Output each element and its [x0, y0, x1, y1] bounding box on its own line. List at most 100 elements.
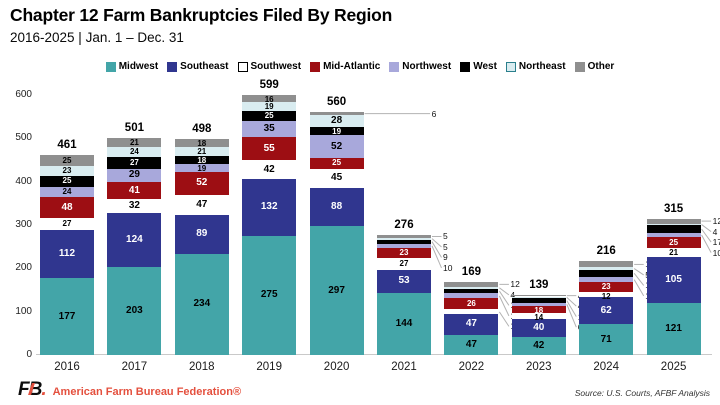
bar-segment-northeast	[377, 237, 431, 240]
leader-line	[633, 279, 645, 297]
segment-value-label: 53	[398, 275, 410, 287]
segment-leader-label: 5	[443, 241, 448, 252]
segment-value-label: 21	[669, 247, 679, 257]
bar-total-label: 216	[596, 245, 616, 258]
legend-swatch-icon	[460, 61, 471, 72]
segment-value-label: 25	[332, 158, 342, 168]
chart-area: 0 100 200 300 400 500 600 177 112 27 48 24 25 23 25 46…	[0, 79, 720, 395]
legend-swatch-icon	[574, 61, 585, 72]
segment-value-label: 48	[61, 201, 73, 213]
bar-segment-west: 19	[309, 127, 364, 137]
afbf-logo-mark: FB.	[18, 379, 47, 400]
bar-segment-southwest: 14	[511, 313, 566, 323]
segment-value-label: 29	[128, 169, 140, 181]
leader-line	[498, 295, 510, 317]
bar-segment-northwest: 19	[174, 163, 229, 173]
bar-segment-southwest: 27	[40, 218, 94, 230]
bar-segment-midwest: 275	[242, 235, 297, 355]
bar-segment-southeast: 47	[444, 314, 499, 335]
leader-line	[431, 241, 442, 258]
legend-item-southwest: Southwest	[237, 61, 301, 72]
bar-segment-northwest: 35	[242, 121, 297, 137]
bar-segment-northwest	[579, 277, 634, 283]
y-tick-label: 400	[15, 175, 32, 187]
leader-lines	[364, 113, 712, 328]
bar-segment-northwest: 29	[107, 169, 162, 182]
x-axis-label: 2020	[323, 361, 350, 373]
bar-total-label: 169	[461, 265, 481, 278]
x-axis-label: 2025	[660, 361, 687, 373]
legend-swatch-icon	[105, 61, 116, 72]
afbf-logo-dot: .	[41, 379, 46, 400]
segment-value-label: 25	[62, 155, 72, 165]
legend-label: Midwest	[118, 61, 159, 72]
legend-item-midwest: Midwest	[105, 61, 159, 72]
segment-value-label: 62	[600, 304, 612, 316]
segment-leader-label: 5	[443, 231, 448, 242]
bar-segment-midwest: 144	[377, 292, 431, 355]
legend-label: Northwest	[402, 61, 452, 72]
legend-item-other: Other	[574, 61, 614, 72]
bar-segment-other	[444, 281, 499, 287]
bar-segment-southeast: 124	[107, 213, 162, 268]
bar-segment-southeast: 40	[511, 319, 566, 337]
segment-value-label: 21	[129, 137, 139, 147]
segment-value-label: 14	[534, 313, 544, 323]
segment-value-label: 24	[62, 187, 72, 197]
segment-value-label: 234	[193, 298, 211, 310]
chart-title: Chapter 12 Farm Bankruptcies Filed By Re…	[10, 5, 393, 25]
segment-value-label: 105	[665, 273, 682, 285]
segment-value-label: 203	[126, 305, 143, 316]
segment-value-label: 47	[465, 318, 477, 330]
segment-value-label: 132	[260, 201, 278, 213]
leader-line	[701, 234, 712, 253]
x-axis-label: 2019	[256, 361, 282, 373]
segment-value-label: 177	[58, 310, 76, 322]
bar-segment-mid-atlantic: 23	[377, 247, 431, 258]
leader-line	[633, 268, 644, 276]
segment-value-label: 25	[669, 237, 679, 247]
segment-value-label: 18	[534, 305, 544, 315]
leader-line	[499, 287, 510, 296]
bar-segment-other: 25	[40, 155, 94, 167]
legend: Midwest Southeast Southwest Mid-Atlantic Nor…	[0, 61, 720, 72]
bar-segment-other: 16	[242, 95, 297, 104]
afbf-logo: FB. American Farm Bureau Federation®	[18, 380, 241, 399]
segment-value-label: 25	[62, 176, 72, 186]
bar-segment-other	[579, 261, 634, 268]
segment-leader-label: 10	[443, 262, 453, 273]
bar-segment-west	[646, 225, 701, 233]
bar-segment-mid-atlantic: 25	[646, 237, 701, 248]
bar-segment-mid-atlantic: 55	[242, 136, 297, 161]
bar-segment-mid-atlantic: 48	[40, 197, 94, 219]
bar-segment-midwest: 203	[107, 267, 162, 355]
plot-area: 177 112 27 48 24 25 23 25 461 203 124 32 41 29 27 24 21 5…	[38, 79, 720, 355]
x-axis-label: 2023	[526, 361, 552, 373]
segment-value-label: 121	[665, 322, 682, 334]
segment-value-label: 19	[332, 127, 342, 137]
bar-segment-northwest: 52	[309, 135, 364, 158]
segment-value-label: 24	[129, 147, 139, 157]
bar-segment-west: 27	[107, 157, 162, 170]
x-axis-label: 2021	[391, 361, 417, 373]
bar-segment-west	[444, 288, 499, 294]
y-tick-label: 600	[15, 89, 32, 100]
bar-segment-west: 18	[174, 156, 229, 165]
bar-segment-northeast: 21	[174, 147, 229, 157]
leader-line	[431, 238, 442, 248]
segment-value-label: 35	[263, 123, 275, 134]
segment-value-label: 40	[533, 322, 545, 334]
bar-total-label: 560	[327, 96, 347, 109]
segment-value-label: 71	[600, 333, 612, 345]
bar-segment-other	[377, 235, 431, 238]
bar-segment-midwest: 177	[40, 278, 94, 355]
bar-segment-northeast	[511, 296, 566, 299]
legend-item-northwest: Northwest	[389, 61, 451, 72]
bar-total-label: 501	[124, 121, 144, 134]
legend-swatch-icon	[505, 61, 516, 72]
bar-segment-northeast	[646, 223, 701, 226]
segment-value-label: 23	[601, 282, 611, 292]
bar-segment-midwest: 42	[511, 336, 566, 355]
bar-segment-mid-atlantic: 26	[444, 298, 499, 310]
bar-segment-northwest	[511, 303, 566, 306]
